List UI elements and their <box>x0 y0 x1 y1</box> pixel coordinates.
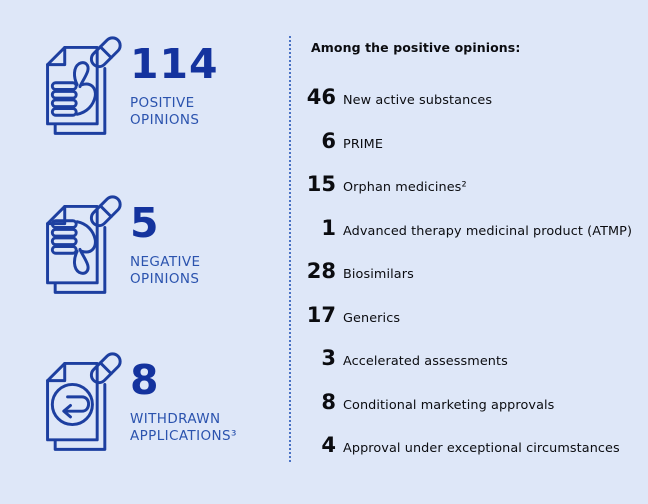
breakdown-panel: Among the positive opinions: 46 New acti… <box>294 40 646 457</box>
stat-label-line: NEGATIVE <box>130 254 201 271</box>
front-page-outline <box>46 204 99 285</box>
front-page-outline <box>46 361 99 442</box>
breakdown-label: New active substances <box>343 93 493 108</box>
stat-text: 5 NEGATIVE OPINIONS <box>130 195 200 288</box>
breakdown-label: Advanced therapy medicinal product (ATMP… <box>343 223 633 239</box>
vertical-dotted-divider <box>289 36 291 462</box>
stat-text: 114 POSITIVE OPINIONS <box>130 36 219 129</box>
front-page-outline <box>46 45 99 126</box>
breakdown-row-generics: 17 Generics <box>294 302 646 327</box>
back-page-outline <box>53 382 107 451</box>
return-arrow-icon <box>50 382 94 427</box>
breakdown-value: 4 <box>321 433 336 457</box>
stat-label-line: POSITIVE <box>130 95 195 112</box>
back-page-outline <box>53 225 107 294</box>
stat-label: WITHDRAWN APPLICATIONS³ <box>130 411 237 445</box>
breakdown-row-exceptional-circumstances: 4 Approval under exceptional circumstanc… <box>294 435 646 457</box>
page-fold <box>46 361 67 383</box>
breakdown-row-biosimilars: 28 Biosimilars <box>294 261 646 283</box>
breakdown-value: 3 <box>321 346 336 370</box>
breakdown-row-orphan-medicines: 15 Orphan medicines² <box>294 174 646 196</box>
breakdown-label: Generics <box>343 310 401 326</box>
breakdown-label: Orphan medicines² <box>343 180 467 195</box>
breakdown-value: 8 <box>321 389 336 414</box>
stat-label: NEGATIVE OPINIONS <box>130 254 200 288</box>
breakdown-heading: Among the positive opinions: <box>311 40 521 55</box>
breakdown-value: 46 <box>306 85 336 109</box>
capsule-pill-icon <box>89 195 122 228</box>
document-pill-withdrawn-icon <box>46 352 122 451</box>
stat-withdrawn-applications: 8 WITHDRAWN APPLICATIONS³ <box>38 352 237 457</box>
breakdown-label: PRIME <box>343 136 384 152</box>
stat-label: POSITIVE OPINIONS <box>130 95 219 129</box>
stat-negative-opinions: 5 NEGATIVE OPINIONS <box>38 195 200 300</box>
breakdown-value: 15 <box>306 172 336 196</box>
breakdown-value: 17 <box>306 302 336 327</box>
stat-label-line: WITHDRAWN <box>130 411 221 428</box>
breakdown-row-accelerated-assessments: 3 Accelerated assessments <box>294 348 646 370</box>
breakdown-label: Approval under exceptional circumstances <box>343 441 620 456</box>
stat-positive-opinions: 114 POSITIVE OPINIONS <box>38 36 219 141</box>
thumbs-down-icon <box>50 219 97 275</box>
stat-value: 114 <box>130 40 219 88</box>
stat-text: 8 WITHDRAWN APPLICATIONS³ <box>130 352 237 445</box>
breakdown-value: 6 <box>321 128 336 153</box>
stat-value: 8 <box>130 356 160 404</box>
breakdown-row-prime: 6 PRIME <box>294 128 646 153</box>
stat-label-line: APPLICATIONS³ <box>130 428 237 445</box>
breakdown-row-new-active-substances: 46 New active substances <box>294 87 646 109</box>
breakdown-list: 46 New active substances 6 PRIME 15 Orph… <box>294 87 646 457</box>
breakdown-value: 28 <box>306 259 336 283</box>
capsule-pill-icon <box>89 36 122 69</box>
breakdown-row-conditional-marketing-approvals: 8 Conditional marketing approvals <box>294 389 646 414</box>
breakdown-value: 1 <box>321 215 336 240</box>
back-page-outline <box>53 66 107 135</box>
stat-label-line: OPINIONS <box>130 112 200 129</box>
page-fold <box>46 45 67 67</box>
document-pill-thumbs-down-icon <box>46 195 122 294</box>
document-pill-thumbs-up-icon <box>46 36 122 135</box>
capsule-pill-icon <box>89 352 122 385</box>
breakdown-label: Conditional marketing approvals <box>343 397 555 413</box>
breakdown-label: Accelerated assessments <box>343 354 508 369</box>
breakdown-label: Biosimilars <box>343 267 414 282</box>
breakdown-row-atmp: 1 Advanced therapy medicinal product (AT… <box>294 215 646 240</box>
stat-value: 5 <box>130 199 160 247</box>
thumbs-up-icon <box>50 61 97 117</box>
stat-label-line: OPINIONS <box>130 271 200 288</box>
